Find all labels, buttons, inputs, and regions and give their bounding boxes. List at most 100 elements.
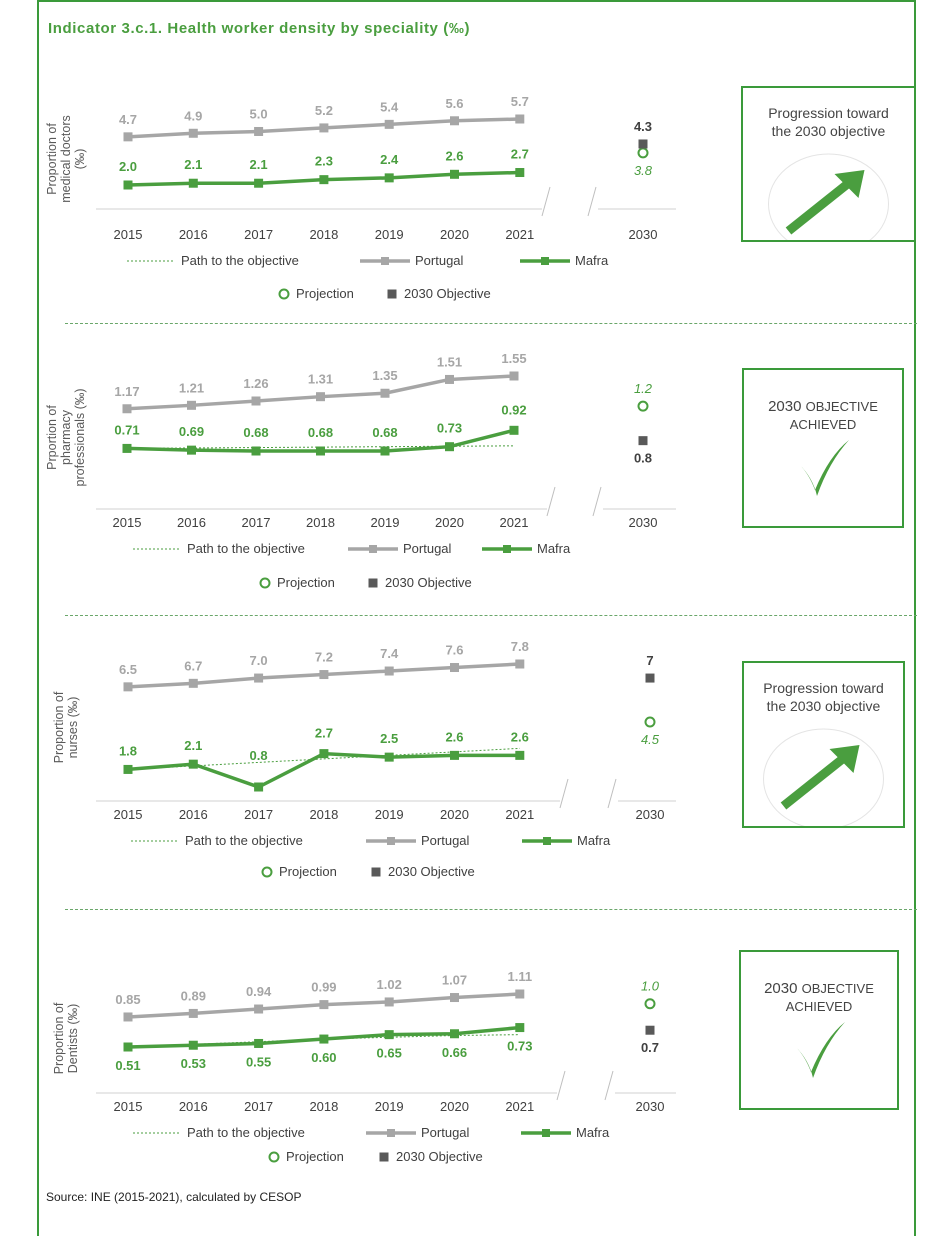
arrow-up-right-icon [763,728,884,826]
projection-label: 4.5 [641,732,660,747]
mafra-data-label: 0.69 [179,424,204,439]
legend-portugal-label: Portugal [421,1125,470,1140]
y-axis-label: Proportion ofnurses (‰) [52,691,80,763]
status-box: 2030 OBJECTIVE ACHIEVED [739,950,899,1110]
mafra-point [188,759,198,769]
x-tick-label: 2018 [309,227,338,242]
mafra-point [319,749,329,759]
status-text-line: Progression toward [763,680,884,696]
status-text-line: ACHIEVED [785,999,853,1014]
mafra-data-label: 2.3 [315,154,333,169]
x-tick-label: 2015 [114,227,143,242]
legend-portugal-label: Portugal [415,253,464,268]
portugal-data-label: 5.0 [250,106,268,121]
axis-break-mark [587,186,597,217]
portugal-point [254,1004,264,1014]
objective-marker [645,1025,655,1035]
portugal-data-label: 5.2 [315,103,333,118]
portugal-data-label: 1.21 [179,380,204,395]
portugal-point [319,670,329,680]
x-tick-label: 2017 [244,807,273,822]
portugal-data-label: 5.4 [380,99,399,114]
portugal-data-label: 7.6 [445,643,463,658]
projection-label: 1.2 [634,381,653,396]
legend-mafra-marker [542,1129,550,1137]
chart-panel-3: Proportion ofnurses (‰) 2015 2016 2017 2018 2… [52,639,676,879]
x-tick-label: 2019 [371,515,400,530]
status-text-line: Progression toward [768,105,889,121]
projection-marker [637,147,649,159]
legend-objective-label: 2030 Objective [385,575,472,590]
portugal-point [445,374,454,384]
legend-projection-marker [268,1151,280,1163]
portugal-data-label: 6.7 [184,658,202,673]
arrow-up-right-icon [768,153,889,240]
legend-projection-label: Projection [279,864,337,879]
x-tick-label: 2017 [244,227,273,242]
mafra-data-label: 2.1 [184,738,202,753]
mafra-data-label: 2.6 [445,729,463,744]
mafra-data-label: 0.8 [250,748,268,763]
legend-portugal-marker [369,545,377,553]
mafra-data-label: 0.53 [181,1056,206,1071]
portugal-data-label: 0.85 [115,992,140,1007]
mafra-point [384,1030,394,1040]
portugal-point [188,1008,198,1018]
objective-marker [645,673,655,683]
portugal-data-label: 1.51 [437,354,462,369]
figure-frame [37,0,916,1236]
checkmark-icon [799,440,849,496]
mafra-point [254,1038,264,1048]
mafra-data-label: 0.68 [308,425,333,440]
axis-break-mark [546,486,556,517]
mafra-data-label: 0.55 [246,1054,271,1069]
x-tick-label: 2017 [244,1099,273,1114]
portugal-point [450,663,459,673]
status-text-line: 2030 OBJECTIVE [768,398,878,415]
x-tick-label: 2017 [242,515,271,530]
legend-objective-marker [387,289,397,299]
x-tick-label: 2018 [306,515,335,530]
status-text: 2030 OBJECTIVE ACHIEVED [744,397,902,434]
mafra-point [122,443,132,453]
portugal-data-label: 4.9 [184,108,202,123]
legend-projection-label: Projection [296,286,354,301]
portugal-point [188,678,198,688]
x-tick-label: 2018 [309,1099,338,1114]
portugal-point [188,128,198,138]
portugal-point [122,404,132,414]
mafra-point [515,168,525,178]
objective-label: 4.3 [634,119,652,134]
portugal-point [123,682,133,692]
mafra-point [380,446,390,456]
mafra-point [254,782,264,792]
legend-objective-marker [379,1152,389,1162]
legend-mafra-label: Mafra [537,541,571,556]
status-text: Progression toward the 2030 objective [744,679,903,715]
mafra-point [384,752,394,762]
x-tick-label: 2015 [113,515,142,530]
x-tick-label: 2021 [500,515,529,530]
legend-mafra-marker [503,545,511,553]
status-text: 2030 OBJECTIVE ACHIEVED [741,979,897,1016]
portugal-data-label: 1.11 [508,969,533,984]
portugal-data-label: 5.7 [511,94,529,109]
status-box: Progression toward the 2030 objective [741,86,916,242]
portugal-point [515,989,525,999]
axis-break-mark [604,1070,614,1101]
portugal-data-label: 0.89 [181,988,206,1003]
x-tick-label: 2020 [440,227,469,242]
portugal-point [319,1000,329,1010]
mafra-point [254,178,264,188]
mafra-point [188,1040,198,1050]
mafra-point [445,442,454,452]
x-tick-label: 2015 [114,807,143,822]
legend-mafra-marker [541,257,549,265]
x-tick-label: 2019 [375,807,404,822]
legend-projection-label: Projection [277,575,335,590]
mafra-point [123,1042,133,1052]
panel-separator [65,323,917,324]
legend-portugal-marker [381,257,389,265]
x-tick-label: 2021 [505,807,534,822]
portugal-data-label: 1.07 [442,973,467,988]
